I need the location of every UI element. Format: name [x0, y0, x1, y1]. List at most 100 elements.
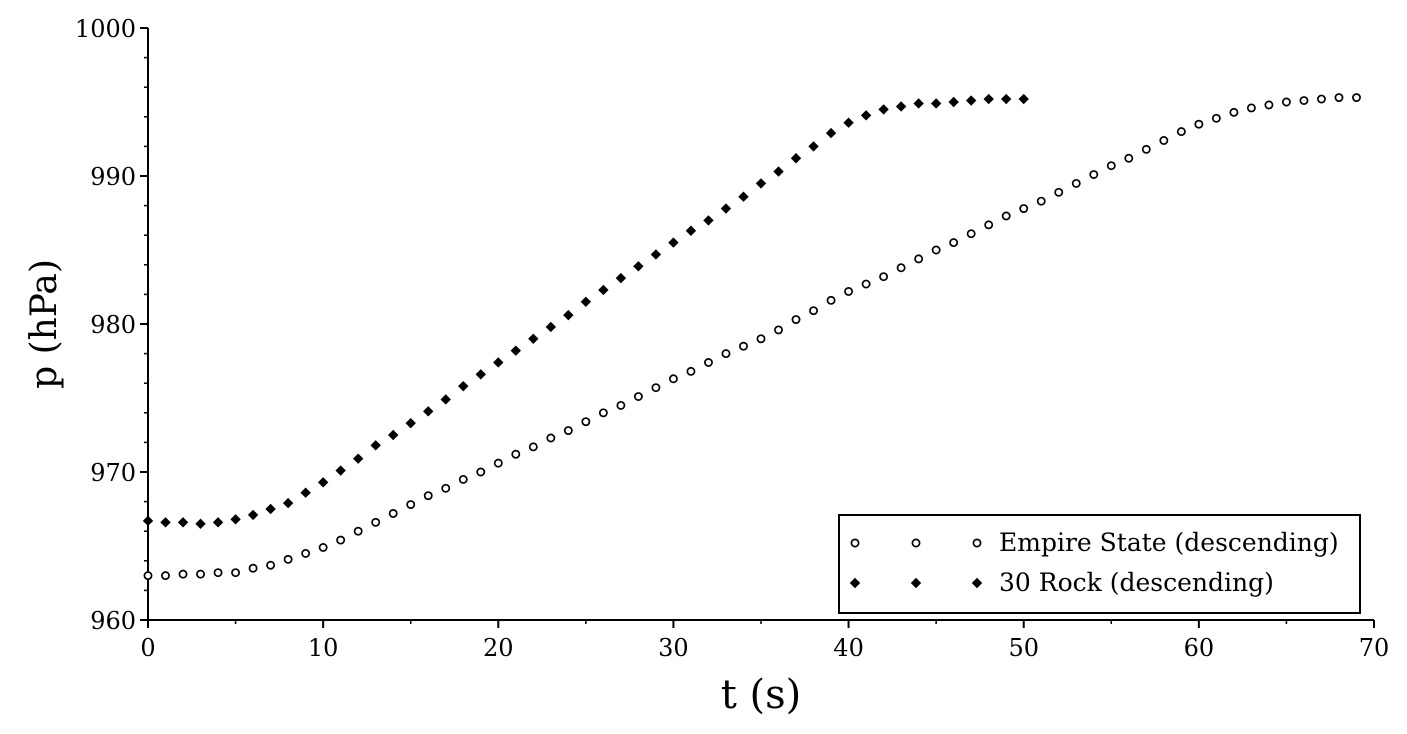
data-point-circle — [1317, 94, 1326, 104]
data-point-circle — [266, 560, 276, 570]
data-point-diamond — [598, 284, 609, 296]
data-point-diamond — [843, 117, 854, 128]
data-point-diamond — [405, 417, 416, 429]
data-point-circle — [1054, 187, 1064, 197]
data-point-diamond — [650, 249, 662, 260]
data-point-circle — [1124, 153, 1134, 163]
data-point-diamond — [475, 369, 486, 380]
data-point-circle — [371, 517, 381, 527]
data-point-diamond — [738, 191, 749, 202]
data-point-circle — [196, 569, 205, 579]
data-point-circle — [528, 442, 538, 452]
data-point-diamond — [265, 503, 276, 515]
x-tick-label: 20 — [483, 634, 514, 662]
data-point-diamond — [352, 453, 364, 464]
legend-box — [838, 514, 1361, 614]
data-point-diamond — [160, 517, 171, 528]
legend-marker — [910, 577, 922, 589]
data-point-circle — [879, 272, 889, 282]
data-point-diamond — [510, 345, 521, 356]
data-point-circle — [984, 220, 994, 230]
data-point-diamond — [668, 237, 679, 248]
series-2 — [142, 93, 1029, 529]
data-point-diamond — [878, 104, 889, 115]
data-point-circle — [581, 417, 591, 427]
x-tick-label: 10 — [308, 634, 339, 662]
data-point-circle — [721, 349, 731, 359]
legend-label: Empire State (descending) — [999, 528, 1339, 557]
data-point-circle — [1036, 196, 1046, 206]
data-point-diamond — [895, 101, 907, 112]
data-point-circle — [1089, 170, 1099, 179]
series-1 — [143, 93, 1361, 581]
data-point-diamond — [195, 518, 206, 529]
data-point-diamond — [1018, 93, 1029, 105]
data-point-diamond — [423, 406, 434, 417]
data-point-circle — [809, 306, 818, 316]
data-point-circle — [1159, 136, 1169, 145]
data-point-circle — [563, 426, 573, 436]
data-point-circle — [493, 458, 503, 468]
data-point-circle — [616, 400, 626, 410]
data-point-circle — [546, 433, 556, 443]
data-point-circle — [949, 238, 959, 248]
data-point-circle — [739, 341, 748, 351]
data-point-circle — [1001, 211, 1011, 221]
data-point-circle — [231, 568, 241, 578]
data-point-circle — [1176, 127, 1186, 137]
x-axis-label: t (s) — [721, 672, 802, 718]
data-point-diamond — [563, 309, 574, 321]
data-point-diamond — [370, 440, 381, 451]
data-point-diamond — [948, 96, 959, 108]
data-point-diamond — [177, 517, 189, 528]
data-point-diamond — [580, 296, 592, 307]
data-point-circle — [896, 263, 906, 273]
data-point-circle — [791, 315, 801, 325]
data-point-diamond — [808, 141, 819, 152]
data-point-circle — [1281, 97, 1291, 107]
y-tick-label: 960 — [90, 607, 136, 635]
legend-entries: Empire State (descending) 30 Rock (descen… — [849, 528, 1339, 597]
data-point-circle — [423, 491, 433, 501]
data-point-circle — [1211, 113, 1221, 123]
data-point-circle — [1071, 178, 1081, 188]
data-point-circle — [406, 500, 416, 510]
x-tick-label: 0 — [140, 634, 155, 662]
data-point-diamond — [212, 517, 224, 528]
y-tick-label: 980 — [90, 311, 136, 339]
data-point-circle — [1106, 161, 1116, 171]
data-point-diamond — [720, 203, 732, 214]
legend-marker — [849, 577, 861, 589]
data-point-circle — [844, 286, 854, 296]
data-point-circle — [861, 279, 871, 289]
data-point-circle — [966, 229, 976, 239]
data-point-circle — [1141, 144, 1151, 154]
data-point-diamond — [615, 272, 627, 284]
data-point-circle — [213, 568, 223, 578]
data-point-circle — [1334, 93, 1344, 103]
legend-marker — [850, 538, 860, 548]
data-point-circle — [388, 508, 398, 518]
data-point-diamond — [930, 98, 942, 109]
data-point-circle — [283, 554, 293, 564]
data-point-diamond — [860, 110, 872, 121]
x-minor-ticks — [234, 620, 1288, 624]
data-point-circle — [1246, 103, 1256, 113]
data-point-circle — [143, 571, 153, 581]
y-tick-label: 990 — [90, 163, 136, 191]
data-point-diamond — [335, 465, 346, 476]
data-point-diamond — [440, 394, 451, 405]
data-point-diamond — [703, 215, 714, 226]
data-point-diamond — [282, 497, 294, 509]
data-point-diamond — [825, 127, 837, 139]
data-point-circle — [668, 374, 678, 384]
legend-marker — [911, 538, 921, 548]
data-point-diamond — [317, 477, 329, 488]
data-point-circle — [1194, 119, 1204, 129]
y-tick-label: 970 — [90, 459, 136, 487]
data-point-diamond — [755, 178, 767, 189]
data-point-circle — [1229, 107, 1239, 117]
data-point-diamond — [493, 357, 504, 368]
series-layer — [142, 93, 1361, 581]
